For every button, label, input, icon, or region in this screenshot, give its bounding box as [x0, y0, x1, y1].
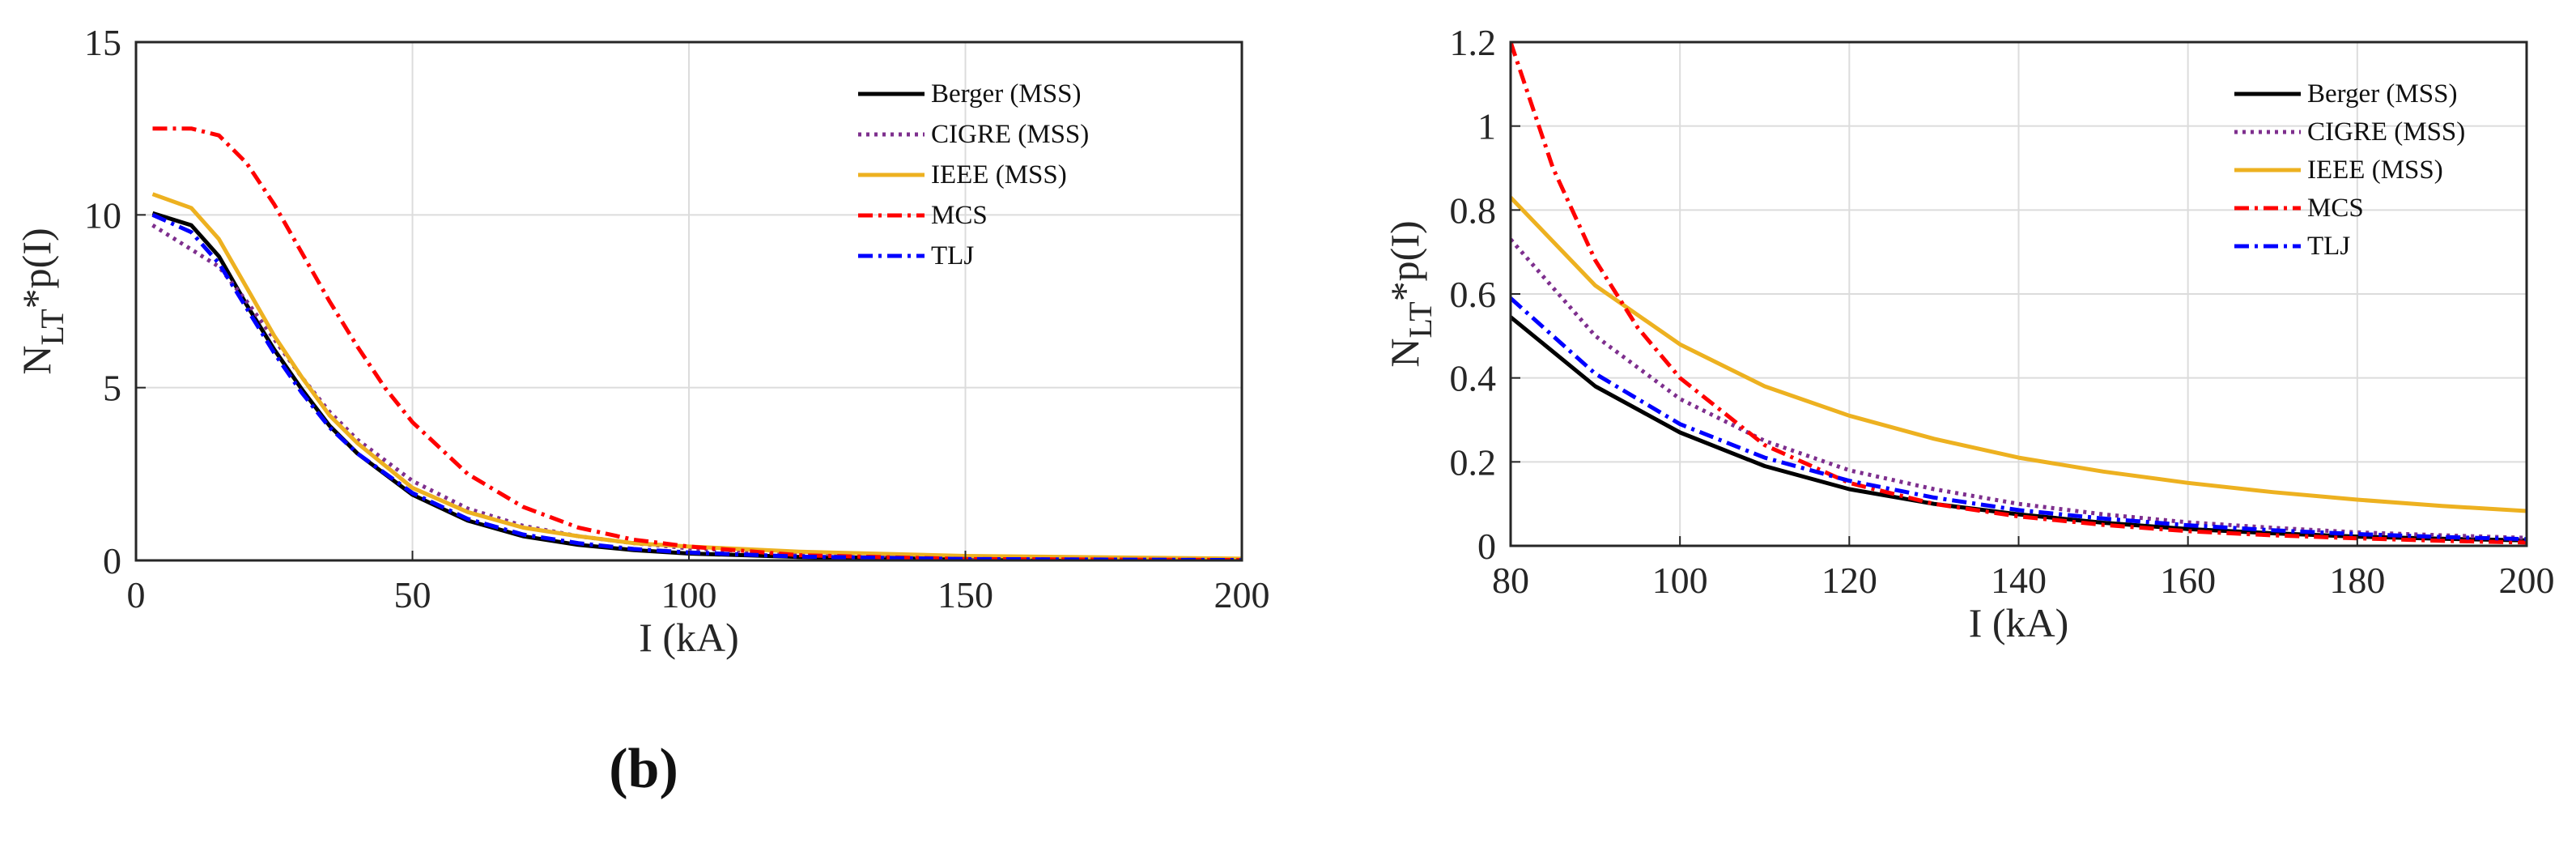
y-tick-label: 0: [103, 540, 121, 581]
series-line-tlj: [151, 213, 1242, 560]
x-tick-label: 0: [127, 574, 146, 615]
y-axis-label: NLT*p(I): [1382, 220, 1439, 367]
x-tick-label: 140: [1991, 560, 2047, 601]
legend-label: CIGRE (MSS): [2307, 117, 2465, 147]
x-axis-label: I (kA): [639, 615, 739, 660]
series-line-cigre-mss: [151, 223, 1242, 560]
x-tick-label: 180: [2329, 560, 2385, 601]
x-tick-label: 50: [394, 574, 431, 615]
legend-label: MCS: [931, 201, 988, 230]
x-tick-label: 200: [1214, 574, 1270, 615]
figure-caption: (b): [609, 738, 678, 800]
series-line-tlj: [1511, 296, 2527, 542]
legend-label: TLJ: [2307, 232, 2350, 261]
legend-label: CIGRE (MSS): [931, 120, 1089, 149]
y-tick-label: 0.2: [1450, 441, 1497, 483]
series-line-mcs: [152, 126, 1242, 560]
x-tick-label: 160: [2160, 560, 2216, 601]
y-tick-label: 15: [84, 22, 121, 63]
legend-label: MCS: [2307, 194, 2364, 223]
legend-label: Berger (MSS): [2307, 79, 2457, 109]
y-tick-label: 5: [103, 368, 121, 409]
chart-right: 80 100 120 140 160 180 200 0 0.2 0.4 0.6 0.8 1 1.2 I (…: [1382, 22, 2555, 645]
y-axis-label: NLT*p(I): [14, 228, 70, 374]
x-tick-label: 150: [937, 574, 993, 615]
y-tick-label: 0: [1477, 526, 1496, 567]
legend-label: Berger (MSS): [931, 79, 1081, 109]
y-tick-label: 1.2: [1450, 22, 1497, 63]
y-tick-label: 0.8: [1450, 190, 1497, 231]
y-tick-label: 1: [1477, 106, 1496, 147]
legend-label: IEEE (MSS): [2307, 155, 2443, 185]
x-tick-label: 100: [661, 574, 717, 615]
x-tick-label: 120: [1821, 560, 1877, 601]
x-tick-label: 200: [2499, 560, 2555, 601]
x-tick-label: 80: [1492, 560, 1529, 601]
legend-label: IEEE (MSS): [931, 160, 1067, 190]
y-tick-label: 0.4: [1450, 358, 1497, 399]
legend-label: TLJ: [931, 241, 974, 270]
y-tick-label: 10: [84, 194, 121, 236]
series-line-ieee-mss: [1511, 196, 2527, 513]
chart-left: 0 50 100 150 200 0 5 10 15 I (kA) NLT*p(I) Berger (…: [14, 22, 1270, 660]
y-tick-label: 0.6: [1450, 274, 1497, 315]
x-tick-label: 100: [1652, 560, 1708, 601]
x-axis-label: I (kA): [1969, 600, 2069, 645]
